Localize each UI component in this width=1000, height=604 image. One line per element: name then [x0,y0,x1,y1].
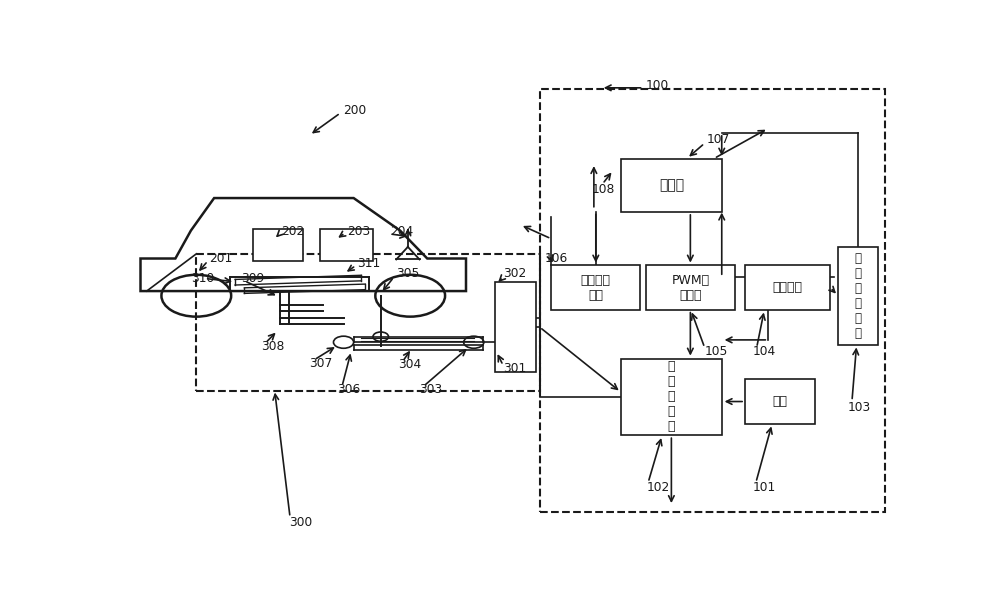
Text: 101: 101 [753,481,776,494]
Bar [646,266,735,310]
Text: 107: 107 [706,133,730,146]
Bar [745,379,815,423]
Text: 200: 200 [344,104,367,117]
Text: 102: 102 [647,481,670,494]
Text: 304: 304 [398,358,421,371]
Text: 305: 305 [396,268,420,280]
Bar [253,229,303,261]
Text: 300: 300 [289,516,313,529]
Text: 308: 308 [261,341,284,353]
Text: 306: 306 [337,383,361,396]
Bar [196,254,540,391]
Text: 检测电路: 检测电路 [773,281,803,294]
Text: 电机驱动
电路: 电机驱动 电路 [581,274,611,301]
Text: 高
频
逆
变
器: 高 频 逆 变 器 [668,361,675,434]
Bar [551,266,640,310]
Text: 202: 202 [282,225,305,237]
Bar [838,247,878,344]
Bar [320,229,373,261]
Bar [621,158,722,212]
Text: 303: 303 [420,383,443,396]
Text: 频
率
跟
踪
电
路: 频 率 跟 踪 电 路 [855,252,862,339]
Text: 301: 301 [503,362,526,375]
Text: 103: 103 [847,401,871,414]
Bar [745,266,830,310]
Text: 307: 307 [309,356,333,370]
Text: 311: 311 [358,257,381,269]
Text: 108: 108 [592,183,615,196]
Text: 201: 201 [209,252,233,265]
Bar [495,281,536,373]
Text: 控制器: 控制器 [659,178,684,192]
Text: 电网: 电网 [772,395,787,408]
Bar [540,89,885,512]
Text: 105: 105 [705,345,728,358]
Text: 310: 310 [191,272,214,285]
Bar [621,359,722,435]
Text: 100: 100 [646,79,669,92]
Text: 104: 104 [753,345,776,358]
Text: 106: 106 [545,252,568,265]
Text: 204: 204 [390,225,413,238]
Text: 302: 302 [503,268,526,280]
Text: 309: 309 [241,272,264,285]
Text: PWM驱
动电路: PWM驱 动电路 [671,274,709,301]
Text: 203: 203 [347,225,370,237]
